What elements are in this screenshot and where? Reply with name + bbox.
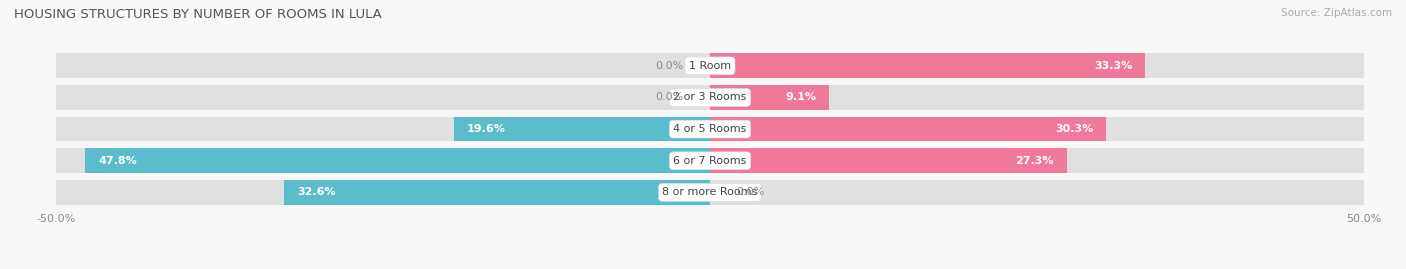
Bar (84, 148, 710, 173)
Bar (56, 117, 1364, 141)
Text: 4 or 5 Rooms: 4 or 5 Rooms (673, 124, 747, 134)
Bar (710, 148, 1067, 173)
Text: 32.6%: 32.6% (297, 187, 336, 197)
Text: 19.6%: 19.6% (467, 124, 506, 134)
Bar (710, 54, 1146, 78)
Text: 0.0%: 0.0% (655, 93, 683, 102)
Text: 33.3%: 33.3% (1094, 61, 1132, 71)
Text: 0.0%: 0.0% (655, 61, 683, 71)
Text: 2 or 3 Rooms: 2 or 3 Rooms (673, 93, 747, 102)
Bar (56, 148, 1364, 173)
Bar (56, 180, 1364, 205)
Text: 9.1%: 9.1% (785, 93, 815, 102)
Text: 27.3%: 27.3% (1015, 156, 1054, 166)
Text: 6 or 7 Rooms: 6 or 7 Rooms (673, 156, 747, 166)
Text: 30.3%: 30.3% (1054, 124, 1092, 134)
Text: Source: ZipAtlas.com: Source: ZipAtlas.com (1281, 8, 1392, 18)
Bar (284, 180, 710, 205)
Text: HOUSING STRUCTURES BY NUMBER OF ROOMS IN LULA: HOUSING STRUCTURES BY NUMBER OF ROOMS IN… (14, 8, 382, 21)
Bar (454, 117, 710, 141)
Text: 1 Room: 1 Room (689, 61, 731, 71)
Bar (710, 117, 1107, 141)
Bar (56, 85, 1364, 110)
Bar (56, 54, 1364, 78)
Text: 47.8%: 47.8% (98, 156, 136, 166)
Bar (710, 85, 830, 110)
Text: 8 or more Rooms: 8 or more Rooms (662, 187, 758, 197)
Text: 0.0%: 0.0% (737, 187, 765, 197)
